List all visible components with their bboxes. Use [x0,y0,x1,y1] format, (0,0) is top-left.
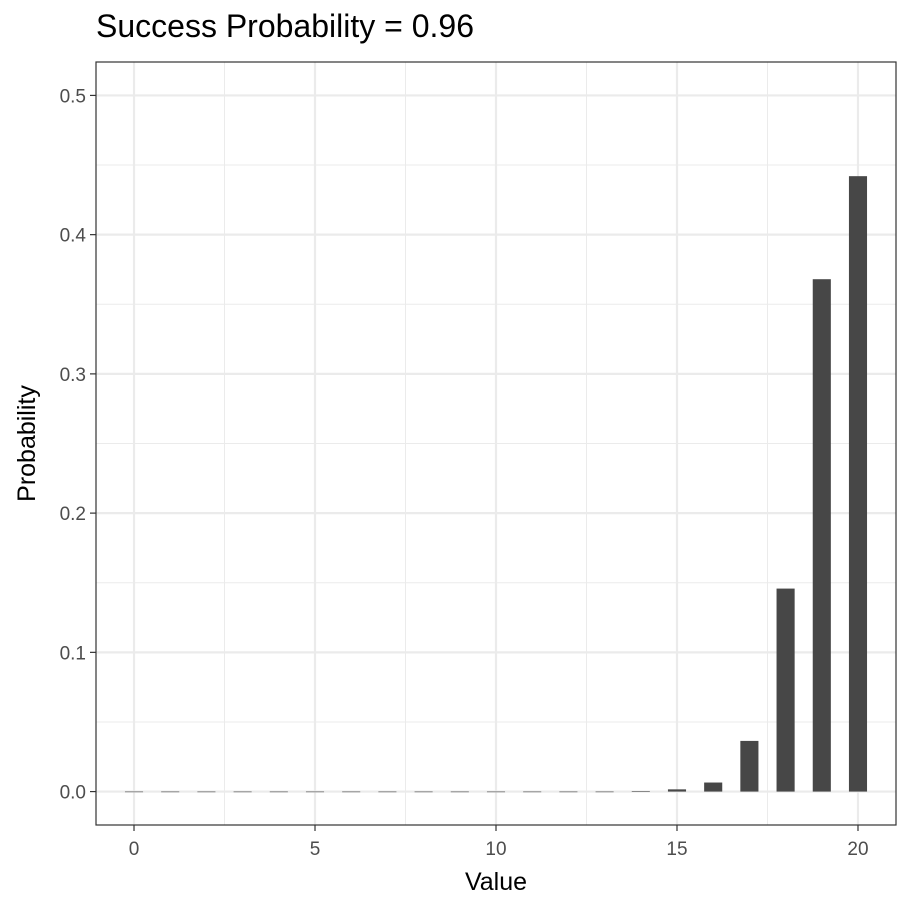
bar-1 [161,791,180,793]
bars-layer [124,176,868,793]
bar-20 [848,176,868,792]
bar-11 [523,791,542,793]
bar-13 [595,791,614,793]
bar-7 [378,791,397,793]
x-axis-title: Value [465,868,527,896]
y-tick-label: 0.4 [60,226,87,247]
y-tick-label: 0.3 [60,365,86,386]
y-tick-label: 0.1 [60,643,86,664]
x-tick-label: 0 [129,839,140,860]
bar-12 [559,791,578,793]
y-tick-label: 0.5 [60,86,86,107]
bar-10 [486,791,506,793]
y-axis-title: Probability [13,385,41,502]
bar-8 [414,791,433,793]
bar-2 [197,791,216,793]
bar-16 [704,782,723,792]
x-tick-label: 5 [310,839,321,860]
bar-15 [667,789,687,792]
bar-3 [233,791,252,793]
bar-6 [342,791,361,793]
x-tick-label: 20 [847,839,868,860]
x-ticks: 0 5 10 15 20 [129,825,869,860]
y-tick-label: 0.0 [60,783,86,804]
bar-0 [124,791,144,793]
y-ticks: 0.0 0.1 0.2 0.3 0.4 0.5 [60,86,96,804]
bar-14 [631,791,650,792]
bar-17 [740,740,759,792]
bar-9 [450,791,469,793]
bar-18 [776,588,795,792]
bar-4 [269,791,288,793]
chart-title: Success Probability = 0.96 [96,8,474,44]
y-tick-label: 0.2 [60,504,86,525]
x-tick-label: 15 [666,839,687,860]
bar-19 [812,279,831,792]
grid-layer [96,62,896,825]
bar-5 [305,791,325,793]
x-tick-label: 10 [485,839,506,860]
